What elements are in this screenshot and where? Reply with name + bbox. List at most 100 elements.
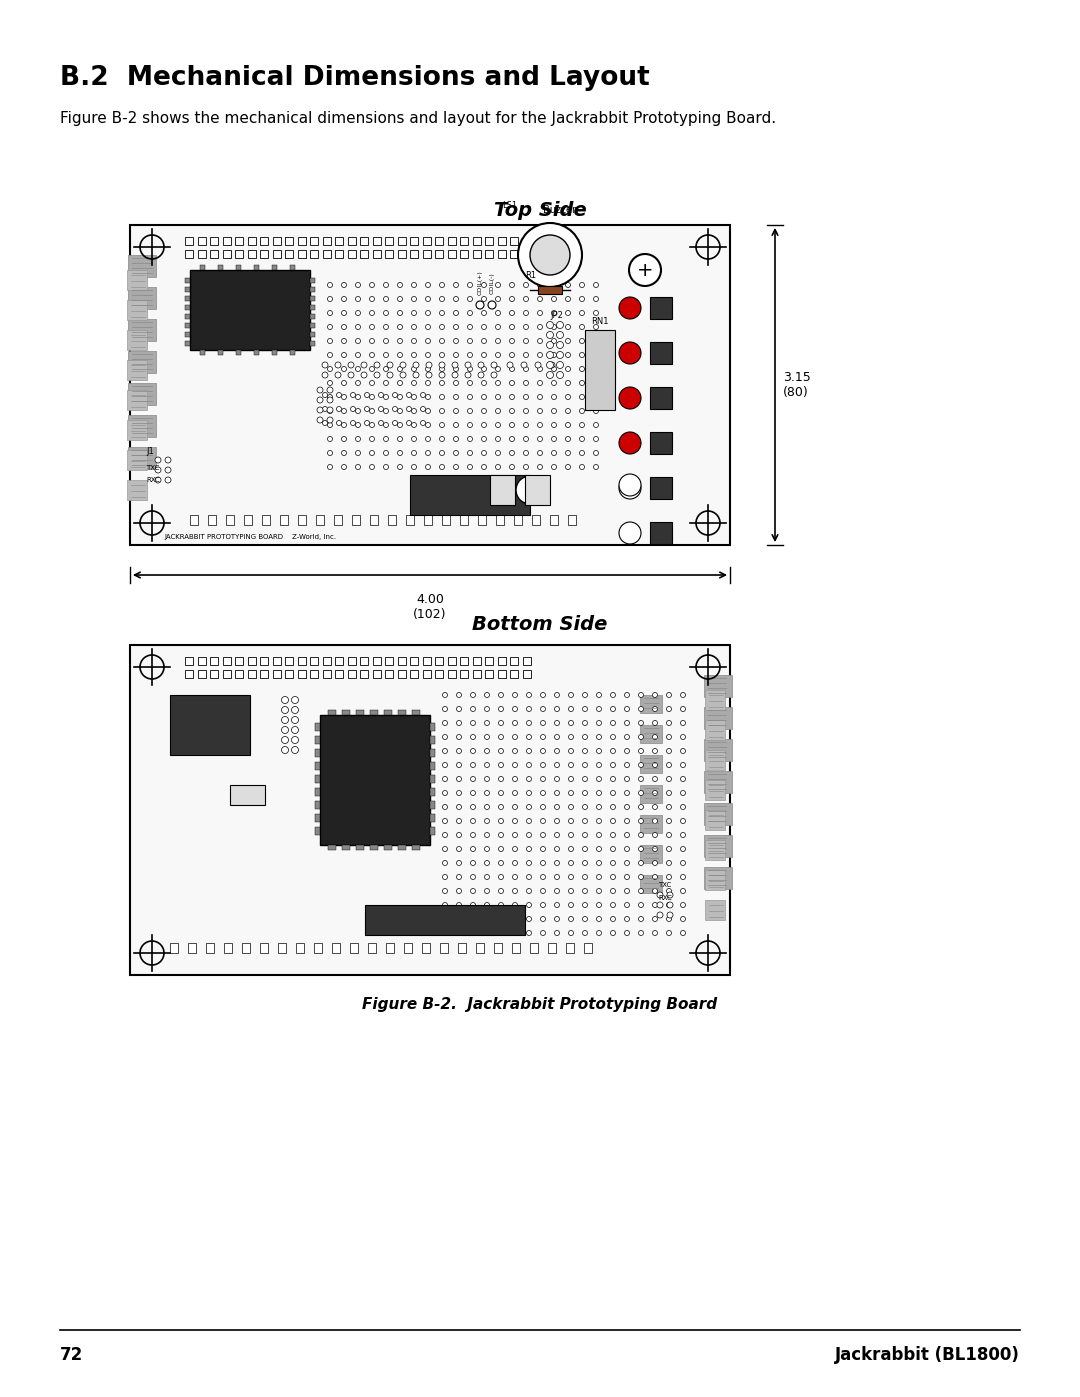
Circle shape xyxy=(438,372,445,379)
Circle shape xyxy=(594,296,598,302)
Circle shape xyxy=(355,408,361,414)
Circle shape xyxy=(440,422,445,427)
Bar xyxy=(297,250,306,258)
Bar xyxy=(278,943,286,953)
Circle shape xyxy=(680,735,686,739)
Bar xyxy=(430,749,435,757)
Circle shape xyxy=(337,420,341,426)
Circle shape xyxy=(397,436,403,441)
Circle shape xyxy=(400,372,406,379)
Bar xyxy=(411,710,420,715)
Bar xyxy=(198,250,205,258)
Bar xyxy=(550,515,558,525)
Circle shape xyxy=(554,777,559,781)
Circle shape xyxy=(527,749,531,753)
Circle shape xyxy=(468,450,473,455)
Circle shape xyxy=(594,450,598,455)
Circle shape xyxy=(397,464,403,469)
Circle shape xyxy=(666,833,672,837)
Bar xyxy=(185,314,190,319)
Circle shape xyxy=(596,861,602,866)
Circle shape xyxy=(568,916,573,922)
Circle shape xyxy=(540,875,545,880)
Circle shape xyxy=(443,735,447,739)
Circle shape xyxy=(638,749,644,753)
Bar xyxy=(514,515,522,525)
Bar xyxy=(297,237,306,244)
Circle shape xyxy=(568,930,573,936)
Circle shape xyxy=(440,394,445,400)
Circle shape xyxy=(510,338,514,344)
Bar xyxy=(705,750,725,770)
Bar xyxy=(512,943,519,953)
Circle shape xyxy=(510,408,514,414)
Circle shape xyxy=(397,394,403,400)
Bar xyxy=(291,351,295,355)
Circle shape xyxy=(552,296,556,302)
Bar xyxy=(198,657,205,665)
Bar xyxy=(348,657,355,665)
Circle shape xyxy=(554,721,559,725)
Circle shape xyxy=(527,735,531,739)
Circle shape xyxy=(552,352,556,358)
Bar xyxy=(640,725,662,743)
Bar xyxy=(208,515,216,525)
Bar xyxy=(185,237,193,244)
Bar xyxy=(510,671,518,678)
Circle shape xyxy=(667,893,673,898)
Circle shape xyxy=(594,324,598,330)
Circle shape xyxy=(554,861,559,866)
Circle shape xyxy=(556,341,564,348)
Circle shape xyxy=(566,436,570,441)
Circle shape xyxy=(482,464,486,469)
Circle shape xyxy=(355,366,361,372)
Circle shape xyxy=(485,819,489,823)
Text: R1: R1 xyxy=(525,271,536,279)
Bar xyxy=(127,420,147,440)
Circle shape xyxy=(582,833,588,837)
Circle shape xyxy=(478,372,484,379)
Bar xyxy=(185,657,193,665)
Text: 3.15
(80): 3.15 (80) xyxy=(783,372,811,400)
Circle shape xyxy=(566,450,570,455)
Circle shape xyxy=(666,847,672,852)
Circle shape xyxy=(624,902,630,908)
Bar xyxy=(310,296,315,300)
Circle shape xyxy=(596,721,602,725)
Circle shape xyxy=(510,464,514,469)
Circle shape xyxy=(488,300,496,309)
Circle shape xyxy=(457,693,461,697)
Bar xyxy=(334,515,342,525)
Circle shape xyxy=(485,749,489,753)
Circle shape xyxy=(582,902,588,908)
Circle shape xyxy=(552,422,556,427)
Circle shape xyxy=(443,861,447,866)
Circle shape xyxy=(165,476,171,483)
Circle shape xyxy=(327,338,333,344)
Circle shape xyxy=(666,902,672,908)
Circle shape xyxy=(610,833,616,837)
Circle shape xyxy=(554,902,559,908)
Circle shape xyxy=(406,407,411,412)
Circle shape xyxy=(566,394,570,400)
Circle shape xyxy=(680,902,686,908)
Circle shape xyxy=(521,362,527,367)
Circle shape xyxy=(652,819,658,823)
Circle shape xyxy=(552,310,556,316)
Circle shape xyxy=(485,707,489,711)
Circle shape xyxy=(499,749,503,753)
Bar xyxy=(460,250,468,258)
Circle shape xyxy=(499,791,503,795)
Circle shape xyxy=(582,791,588,795)
Bar xyxy=(315,749,320,757)
Circle shape xyxy=(580,464,584,469)
Bar xyxy=(430,827,435,835)
Circle shape xyxy=(580,422,584,427)
Bar xyxy=(244,515,252,525)
Circle shape xyxy=(624,805,630,809)
Bar xyxy=(224,943,232,953)
Bar xyxy=(435,657,443,665)
Circle shape xyxy=(292,736,298,743)
Circle shape xyxy=(680,707,686,711)
Circle shape xyxy=(552,366,556,372)
